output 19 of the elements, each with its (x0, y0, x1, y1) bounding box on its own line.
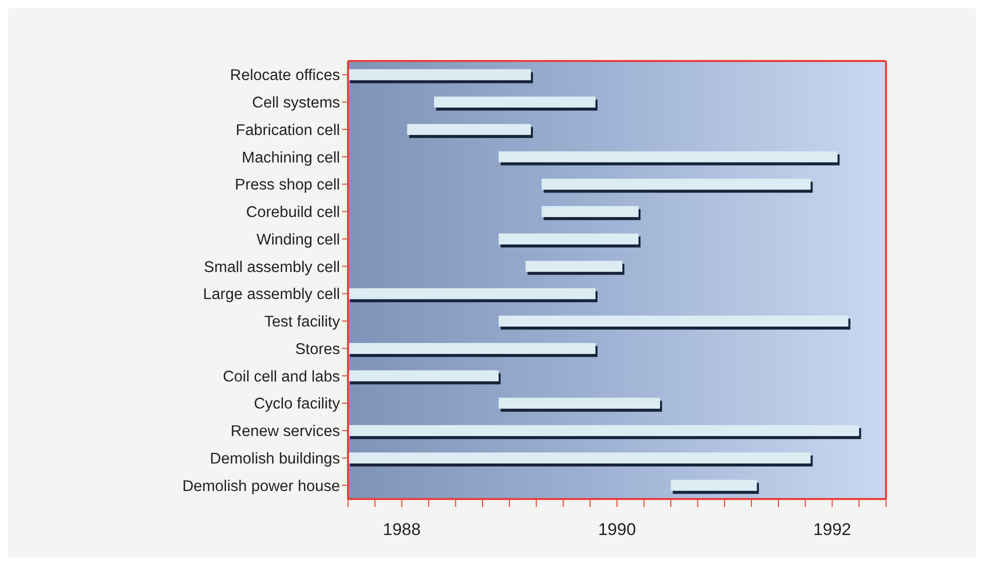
y-tick-label: Renew services (230, 423, 340, 440)
y-tick-label: Cell systems (252, 94, 340, 112)
y-tick-label: Corebuild cell (246, 204, 340, 222)
y-tick-label: Stores (295, 340, 340, 358)
x-tick-label: 1988 (382, 520, 421, 540)
y-tick-label: Large assembly cell (203, 286, 340, 304)
y-tick-label: Relocate offices (230, 67, 340, 84)
x-tick-label: 1990 (598, 520, 636, 540)
y-tick-label: Machining cell (242, 149, 340, 166)
y-tick-label: Fabrication cell (236, 122, 340, 139)
y-tick-label: Coil cell and labs (222, 368, 340, 386)
x-tick-label: 1992 (813, 520, 852, 540)
y-tick-label: Winding cell (256, 231, 340, 248)
y-tick-label: Small assembly cell (204, 258, 340, 276)
y-tick-label: Press shop cell (234, 176, 340, 194)
y-tick-label: Test facility (264, 314, 340, 331)
y-tick-label: Demolish power house (182, 478, 340, 495)
y-tick-label: Demolish buildings (210, 450, 340, 468)
y-tick-label: Cyclo facility (254, 396, 340, 413)
